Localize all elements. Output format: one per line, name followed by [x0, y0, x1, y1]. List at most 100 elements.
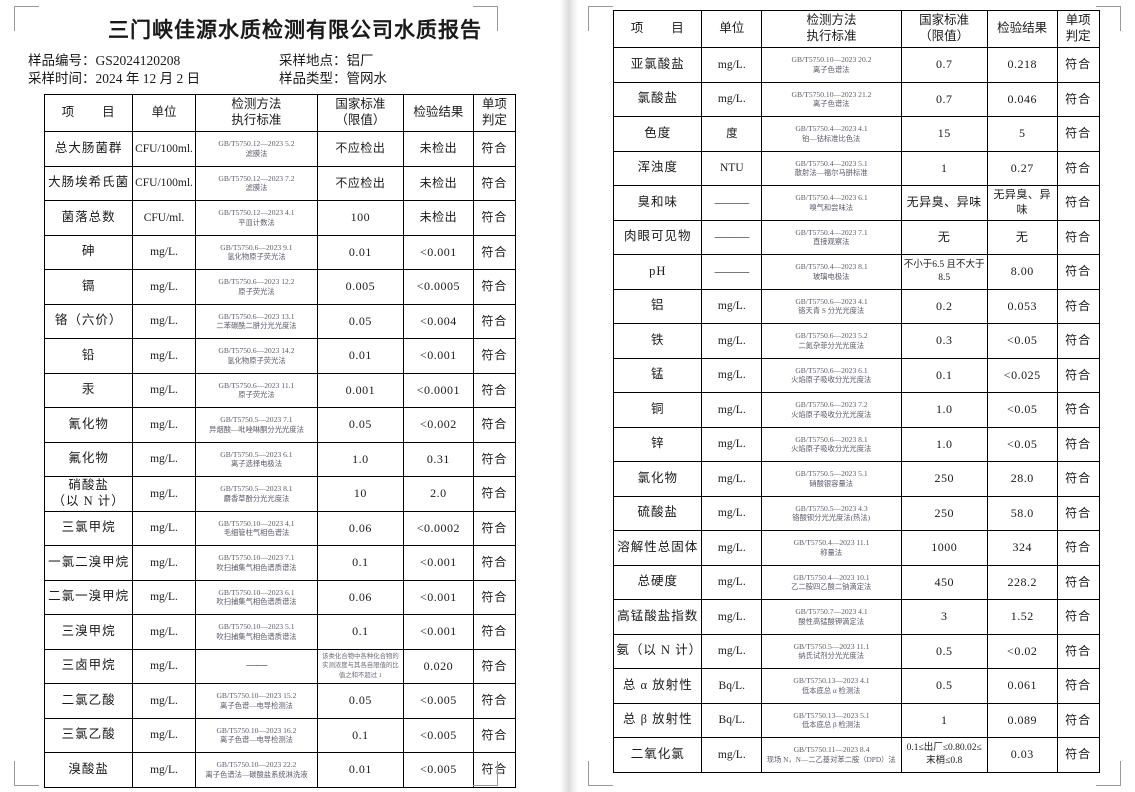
meta-row-2: 采样时间：2024 年 12 月 2 日 样品类型：管网水	[28, 70, 530, 88]
row-item-name: 三溴甲烷	[44, 614, 134, 650]
header-result: 检验结果	[986, 10, 1058, 48]
row-standard-limit: 0.05	[316, 303, 404, 339]
row-standard-limit: 0.1	[316, 614, 404, 650]
row-unit: mg/L.	[701, 599, 763, 635]
row-method-standard: GB/T5750.4—2023 11.1 称量法	[761, 530, 902, 566]
sample-type-label: 样品类型：	[279, 71, 347, 86]
row-test-result: <0.001	[402, 579, 474, 615]
table-row: 锌 mg/L. GB/T5750.6—2023 8.1 火焰原子吸收分光光度法 1.0 <…	[613, 426, 1100, 462]
row-test-result: 324	[986, 530, 1058, 566]
table-row: 氨（以 N 计） mg/L. GB/T5750.5—2023 11.1 纳氏试剂分光光…	[613, 633, 1100, 669]
row-test-result: 未检出	[402, 200, 474, 236]
row-test-result: <0.0001	[402, 372, 474, 408]
row-unit: NTU	[701, 150, 763, 186]
row-method-standard: GB/T5750.10—2023 16.2 离子色谱—电导检测法	[194, 717, 318, 753]
sample-time-value: 2024 年 12 月 2 日	[95, 71, 201, 86]
row-judgement: 符合	[472, 614, 516, 650]
table-left-header: 项 目单位 检测方法 执行标准 国家标准 （限值） 检验结果 单项 判定	[44, 94, 516, 132]
text-line: 异味	[1016, 189, 1051, 216]
row-test-result: 8.00	[986, 254, 1058, 290]
row-test-result: <0.025	[986, 357, 1058, 393]
row-standard-limit: 0.1	[316, 545, 404, 581]
row-method-standard: GB/T5750.5—2023 11.1 纳氏试剂分光光度法	[761, 633, 902, 669]
row-judgement: 符合	[1056, 495, 1100, 531]
row-test-result: <0.02	[986, 633, 1058, 669]
row-judgement: 符合	[472, 648, 516, 684]
row-judgement: 符合	[1056, 323, 1100, 359]
row-method-standard: GB/T5750.10—2023 21.2 离子色谱法	[761, 81, 902, 117]
sample-number-value: GS2024120208	[95, 53, 181, 68]
table-row: 氟化物 mg/L. GB/T5750.5—2023 6.1 离子选择电极法 1.0 0.3…	[44, 441, 516, 477]
row-unit: mg/L.	[132, 545, 196, 581]
row-judgement: 符合	[1056, 47, 1100, 83]
row-standard-limit: 0.2	[900, 288, 988, 324]
row-method-standard: GB/T5750.10—2023 22.2 离子色谱法—碳酸盐系统淋洗液	[194, 752, 318, 788]
row-item-name: 一氯二溴甲烷	[44, 545, 134, 581]
page-title: 三门峡佳源水质检测有限公司水质报告	[108, 18, 482, 42]
row-method-standard: GB/T5750.10—2023 7.1 吹扫捕集气相色谱质谱法	[194, 545, 318, 581]
row-item-name: 总 β 放射性	[613, 702, 703, 738]
row-judgement: 符合	[472, 752, 516, 788]
row-judgement: 符合	[1056, 150, 1100, 186]
row-test-result: <0.001	[402, 545, 474, 581]
row-standard-limit: 0.1	[316, 717, 404, 753]
row-method-standard: GB/T5750.5—2023 7.1 异烟酸—吡唑啉酮分光光度法	[194, 407, 318, 443]
row-method-standard: GB/T5750.6—2023 13.1 二苯碳酰二肼分光光度法	[194, 303, 318, 339]
row-item-name: 三氯甲烷	[44, 510, 134, 546]
row-test-result: <0.005	[402, 717, 474, 753]
text-line: （以 N 计）	[52, 493, 125, 508]
table-row: 铜 mg/L. GB/T5750.6—2023 7.2 火焰原子吸收分光光度法 1.0 <…	[613, 392, 1100, 428]
row-unit: mg/L.	[132, 407, 196, 443]
row-item-name: 硫酸盐	[613, 495, 703, 531]
row-unit: mg/L.	[132, 338, 196, 374]
row-test-result: 无	[986, 219, 1058, 255]
table-row: 大肠埃希氏菌 CFU/100ml. GB/T5750.12—2023 7.2 滤膜法不…	[44, 165, 516, 201]
row-unit: mg/L.	[132, 303, 196, 339]
row-method-standard: GB/T5750.6—2023 14.2 氢化物原子荧光法	[194, 338, 318, 374]
table-row: 三氯乙酸 mg/L. GB/T5750.10—2023 16.2 离子色谱—电导检测法…	[44, 717, 516, 753]
row-method-standard: GB/T5750.7—2023 4.1 酸性高锰酸钾滴定法	[761, 599, 902, 635]
table-row: 汞 mg/L. GB/T5750.6—2023 11.1 原子荧光法 0.001 <0.0…	[44, 372, 516, 408]
row-test-result: <0.005	[402, 683, 474, 719]
row-unit: mg/L.	[132, 441, 196, 477]
row-item-name: 镉	[44, 269, 134, 305]
row-standard-limit: 0.7	[900, 47, 988, 83]
row-unit: 度	[701, 116, 763, 152]
row-method-standard: GB/T5750.10—2023 4.1 毛细管柱气相色谱法	[194, 510, 318, 546]
row-method-standard: GB/T5750.5—2023 6.1 离子选择电极法	[194, 441, 318, 477]
row-standard-limit: 1.0	[316, 441, 404, 477]
row-standard-limit: 无异臭、异味	[900, 185, 988, 221]
row-item-name: 亚氯酸盐	[613, 47, 703, 83]
row-standard-limit: 0.06	[316, 579, 404, 615]
table-row: 高锰酸盐指数 mg/L. GB/T5750.7—2023 4.1 酸性高锰酸钾滴定法 3…	[613, 599, 1100, 635]
row-test-result: 0.27	[986, 150, 1058, 186]
row-item-name: 总大肠菌群	[44, 131, 134, 167]
row-standard-limit: 0.005	[316, 269, 404, 305]
row-standard-limit: 0.01	[316, 338, 404, 374]
row-standard-limit: 0.01	[316, 234, 404, 270]
row-unit: mg/L.	[132, 614, 196, 650]
row-item-name: 大肠埃希氏菌	[44, 165, 134, 201]
row-test-result: 未检出	[402, 131, 474, 167]
page-left: 三门峡佳源水质检测有限公司水质报告 样品编号：GS2024120208 采样地点…	[0, 0, 560, 792]
row-judgement: 符合	[472, 510, 516, 546]
sample-site-label: 采样地点：	[279, 53, 347, 68]
table-row: 铁 mg/L. GB/T5750.6—2023 5.2 二氮杂菲分光光度法 0.3 <0.…	[613, 323, 1100, 359]
row-judgement: 符合	[1056, 461, 1100, 497]
row-standard-limit: 10	[316, 476, 404, 512]
row-unit: mg/L.	[132, 510, 196, 546]
text-line: 无异臭、	[993, 189, 1040, 202]
row-judgement: 符合	[1056, 254, 1100, 290]
row-unit: mg/L.	[132, 234, 196, 270]
table-header-row: 项 目单位 检测方法 执行标准 国家标准 （限值） 检验结果 单项 判定	[613, 10, 1100, 48]
row-unit: mg/L.	[701, 323, 763, 359]
row-item-name: 汞	[44, 372, 134, 408]
row-test-result: <0.002	[402, 407, 474, 443]
row-item-name: 三氯乙酸	[44, 717, 134, 753]
row-unit: mg/L.	[701, 47, 763, 83]
table-row: 硝酸盐 （以 N 计） mg/L. GB/T5750.5—2023 8.1 麝香草酚分光…	[44, 476, 516, 512]
row-test-result: 0.31	[402, 441, 474, 477]
row-standard-limit: 450	[900, 564, 988, 600]
row-method-standard: GB/T5750.10—2023 6.1 吹扫捕集气相色谱质谱法	[194, 579, 318, 615]
header-standard: 国家标准 （限值）	[900, 10, 988, 48]
